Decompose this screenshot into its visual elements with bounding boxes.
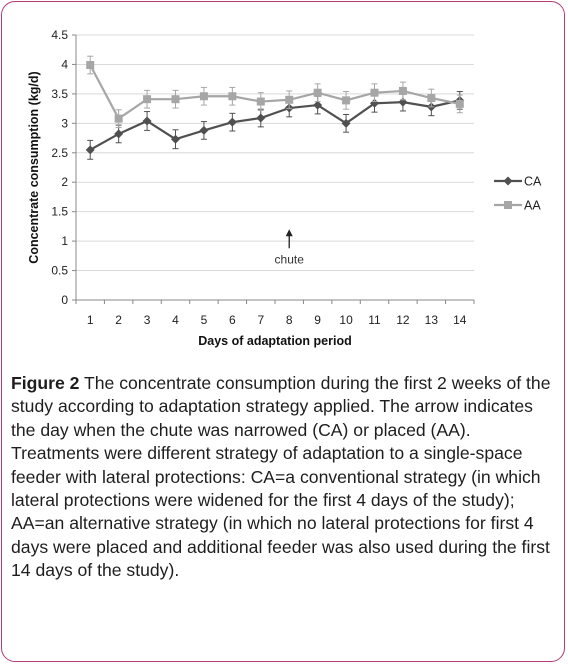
y-tick-label: 0.5 [51,264,68,278]
x-tick-label: 6 [229,313,236,327]
x-tick-label: 5 [201,313,208,327]
x-tick-label: 4 [172,313,179,327]
point-ca [142,116,152,126]
x-tick-label: 10 [339,313,353,327]
y-tick-label: 2 [61,175,68,189]
x-tick-label: 9 [314,313,321,327]
annotation-arrow-head [285,229,293,237]
series-line-aa [89,64,461,121]
x-tick-label: 2 [115,313,122,327]
y-tick-label: 3 [61,116,68,130]
y-tick-label: 4.5 [51,28,68,42]
x-tick-label: 11 [368,313,381,327]
y-tick-label: 1 [61,234,68,248]
point-aa [256,97,265,106]
legend-label-aa: AA [524,199,541,213]
x-tick-label: 3 [144,313,151,327]
point-aa [86,61,95,70]
figure-label: Figure 2 [11,373,80,393]
point-aa [114,114,123,123]
x-axis-title: Days of adaptation period [198,334,352,348]
legend-marker-aa [504,201,512,209]
figure-caption: Figure 2 The concentrate consumption dur… [11,372,559,583]
point-ca [341,118,351,128]
y-tick-label: 1.5 [51,205,68,219]
point-ca [114,129,124,139]
point-ca [227,117,237,127]
point-aa [455,99,464,108]
legend-marker-ca [503,176,513,186]
point-aa [285,95,294,104]
y-tick-label: 2.5 [51,146,68,160]
caption-text: The concentrate consumption during the f… [11,373,551,581]
point-aa [427,94,436,103]
point-aa [228,92,237,101]
y-tick-label: 0 [61,293,68,307]
x-tick-label: 7 [257,313,264,327]
y-axis-title: Concentrate consumption (kg/d) [27,71,41,263]
point-aa [370,88,379,97]
x-tick-label: 14 [453,313,467,327]
point-aa [143,95,152,104]
x-tick-label: 8 [286,313,293,327]
y-tick-label: 4 [61,57,68,71]
x-tick-label: 12 [396,313,410,327]
annotation-label: chute [275,252,305,266]
point-ca [85,145,95,155]
point-ca [256,113,266,123]
legend-label-ca: CA [524,175,542,189]
series-line-ca [89,99,461,151]
y-tick-label: 3.5 [51,87,68,101]
point-aa [342,96,351,105]
point-aa [313,88,322,97]
x-tick-label: 1 [87,313,94,327]
point-aa [171,95,180,104]
point-aa [199,92,208,101]
line-chart: 00.511.522.533.544.51 2 3 4 5 6 7 8 9 10 11 12 13 14D… [27,28,542,348]
point-ca [199,125,209,135]
point-ca [313,100,323,110]
point-aa [398,86,407,95]
x-tick-label: 13 [425,313,439,327]
point-ca [171,134,180,144]
